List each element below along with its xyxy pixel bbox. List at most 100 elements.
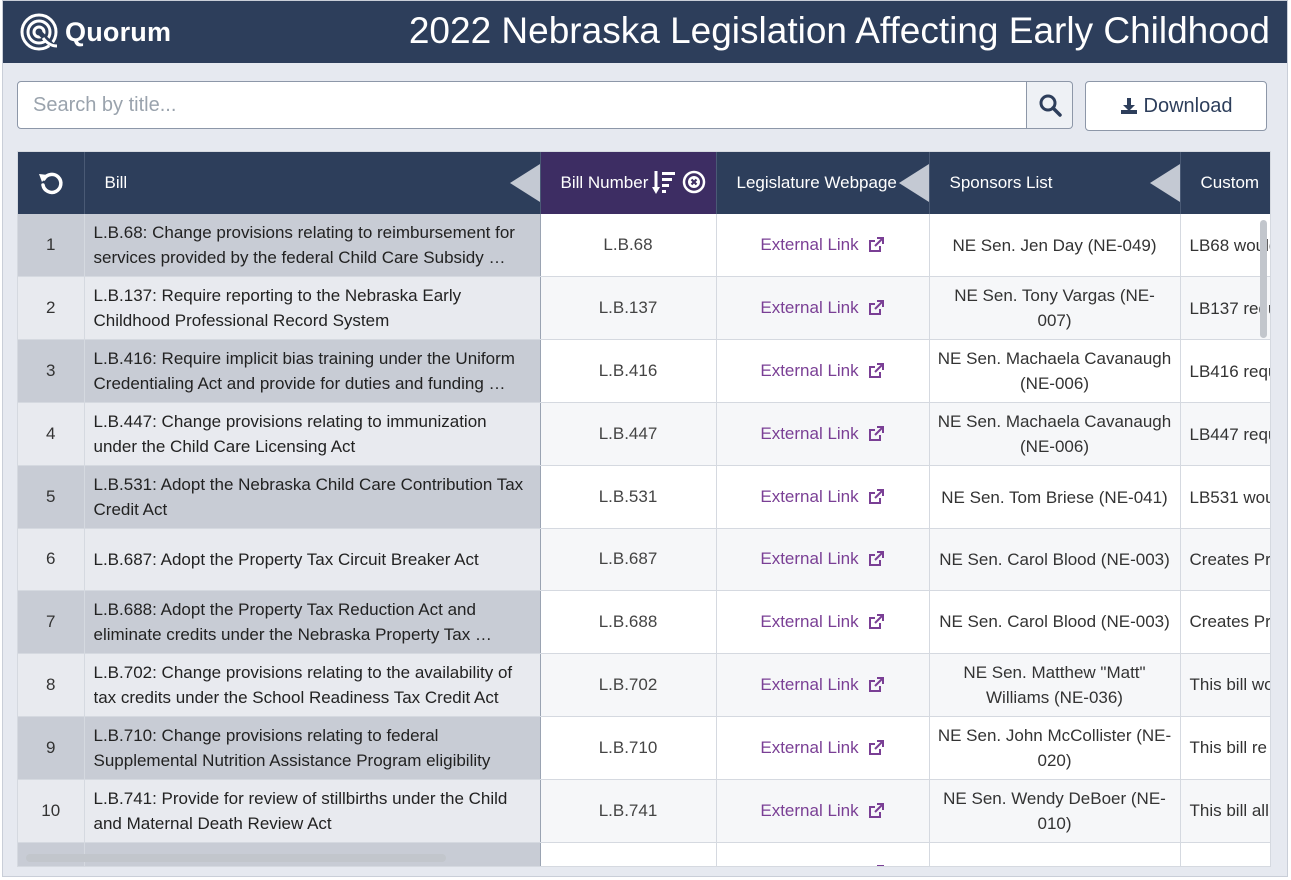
external-link[interactable]: External Link: [760, 549, 884, 569]
bill-title-cell[interactable]: L.B.710: Change provisions relating to f…: [84, 716, 541, 780]
custom-summary-cell: This bill all outcomes.: [1180, 779, 1270, 843]
external-link[interactable]: External Link: [760, 298, 884, 318]
bill-title: L.B.68: Change provisions relating to re…: [93, 223, 515, 267]
bill-title-cell[interactable]: L.B.416: Require implicit bias training …: [84, 339, 541, 403]
search-button[interactable]: [1027, 81, 1073, 129]
download-button[interactable]: Download: [1085, 81, 1267, 131]
horizontal-scrollbar[interactable]: [26, 854, 446, 862]
column-header-sponsors-list[interactable]: Sponsors List: [929, 152, 1181, 214]
column-label-sponsors-list: Sponsors List: [949, 173, 1053, 192]
row-index: 3: [18, 339, 85, 403]
table-row[interactable]: 1 L.B.68: Change provisions relating to r…: [18, 214, 1270, 277]
bill-title-cell[interactable]: L.B.687: Adopt the Property Tax Circuit …: [84, 528, 541, 591]
sort-controls: [651, 169, 706, 195]
legislature-webpage-cell: External Link: [716, 276, 930, 340]
row-index: 4: [18, 402, 85, 466]
bill-title: L.B.702: Change provisions relating to t…: [93, 662, 513, 707]
external-link-icon: [868, 676, 884, 692]
custom-summary-cell: This bill in: [1180, 842, 1270, 866]
external-link[interactable]: External Link: [760, 612, 884, 632]
bill-number-cell: L.B.710: [540, 716, 717, 780]
external-link[interactable]: External Link: [760, 675, 884, 695]
column-label-bill-number: Bill Number: [560, 173, 649, 192]
sponsor-cell: NE Sen. Matthew "Matt" Williams (NE-036): [929, 653, 1181, 717]
sponsor-cell: NE Sen. Tony Vargas (NE-007): [929, 276, 1181, 340]
download-icon: [1120, 98, 1137, 114]
sponsor-cell: NE Sen. Wendy DeBoer (NE-010): [929, 779, 1181, 843]
table-body: 1 L.B.68: Change provisions relating to r…: [18, 214, 1270, 866]
external-link[interactable]: External Link: [760, 738, 884, 758]
legislature-webpage-cell: External Link: [716, 528, 930, 591]
external-link[interactable]: External Link: [760, 487, 884, 507]
external-link[interactable]: External Link: [760, 863, 884, 866]
external-link-icon: [868, 237, 884, 252]
bill-title: L.B.688: Adopt the Property Tax Reductio…: [93, 599, 492, 644]
sponsor-cell: NE Sen. Machaela Cavanaugh (NE-006): [929, 339, 1181, 403]
bill-title-cell[interactable]: L.B.688: Adopt the Property Tax Reductio…: [84, 590, 541, 654]
bill-title-cell[interactable]: L.B.137: Require reporting to the Nebras…: [84, 276, 541, 340]
sponsor-cell: NE Sen. Jen Day (NE-049): [929, 214, 1181, 277]
logo-text: Quorum: [65, 16, 172, 47]
table-row[interactable]: 10 L.B.741: Provide for review of stillbi…: [18, 779, 1270, 843]
external-link-icon: [868, 489, 884, 504]
sponsor-cell: NE Sen. Carol Blood (NE-003): [929, 528, 1181, 591]
external-link-icon: [868, 426, 884, 441]
table-row[interactable]: 9 L.B.710: Change provisions relating to …: [18, 716, 1270, 780]
bill-title: L.B.447: Change provisions relating to i…: [93, 412, 487, 456]
bill-number-cell: L.B.531: [540, 465, 717, 529]
bill-title: L.B.710: Change provisions relating to f…: [93, 725, 491, 770]
table-row[interactable]: 2 L.B.137: Require reporting to the Nebra…: [18, 276, 1270, 340]
sponsor-cell: NE Sen. John McCollister (NE-020): [929, 716, 1181, 780]
bill-number-cell: L.B.447: [540, 402, 717, 466]
column-header-custom[interactable]: Custom: [1180, 152, 1270, 214]
column-header-legislature-webpage[interactable]: Legislature Webpage: [716, 152, 930, 214]
external-link[interactable]: External Link: [760, 424, 884, 444]
reset-sort-button[interactable]: [18, 152, 85, 214]
column-resize-handle[interactable]: [898, 164, 928, 202]
custom-summary-cell: This bill re: [1180, 716, 1270, 780]
quorum-logo[interactable]: Quorum: [19, 12, 171, 52]
column-resize-handle[interactable]: [1149, 164, 1179, 202]
bill-title-cell[interactable]: L.B.531: Adopt the Nebraska Child Care C…: [84, 465, 541, 529]
table-row[interactable]: 3 L.B.416: Require implicit bias training…: [18, 339, 1270, 403]
search-input[interactable]: [17, 81, 1027, 129]
bill-title-cell[interactable]: L.B.447: Change provisions relating to i…: [84, 402, 541, 466]
bills-table-container: Bill Bill Number: [17, 151, 1271, 867]
legislature-webpage-cell: External Link: [716, 339, 930, 403]
table-row[interactable]: 8 L.B.702: Change provisions relating to …: [18, 653, 1270, 717]
legislature-webpage-cell: External Link: [716, 653, 930, 717]
external-link[interactable]: External Link: [760, 801, 884, 821]
bill-title-cell[interactable]: L.B.702: Change provisions relating to t…: [84, 653, 541, 717]
bill-title-cell[interactable]: L.B.741: Provide for review of stillbirt…: [84, 779, 541, 843]
sort-descending-icon[interactable]: [651, 169, 676, 195]
column-label-bill: Bill: [104, 173, 128, 192]
table-row[interactable]: 6 L.B.687: Adopt the Property Tax Circuit…: [18, 528, 1270, 591]
table-row[interactable]: 7 L.B.688: Adopt the Property Tax Reducti…: [18, 590, 1270, 654]
external-link-label: External Link: [760, 424, 859, 443]
table-row[interactable]: 4 L.B.447: Change provisions relating to …: [18, 402, 1270, 466]
external-link-icon: [868, 739, 884, 755]
bill-title: L.B.687: Adopt the Property Tax Circuit …: [93, 549, 479, 569]
external-link-icon: [876, 864, 884, 866]
custom-summary-cell: LB68 would enrollment: [1180, 214, 1270, 277]
vertical-scrollbar[interactable]: [1260, 220, 1267, 338]
bill-number-cell: L.B.688: [540, 590, 717, 654]
external-link[interactable]: External Link: [760, 235, 884, 255]
column-resize-handle[interactable]: [509, 164, 539, 202]
bill-title-cell[interactable]: L.B.68: Change provisions relating to re…: [84, 214, 541, 277]
column-header-bill-number[interactable]: Bill Number: [540, 152, 717, 214]
custom-summary-cell: LB447 requ medical re: [1180, 402, 1270, 466]
table-header-row: Bill Bill Number: [18, 152, 1270, 214]
legislature-webpage-cell: External Link: [716, 214, 930, 277]
external-link[interactable]: External Link: [760, 361, 884, 381]
clear-sort-icon[interactable]: [682, 170, 706, 194]
custom-summary-cell: LB416 requ requires th: [1180, 339, 1270, 403]
bill-title: L.B.137: Require reporting to the Nebras…: [93, 286, 462, 330]
column-header-bill[interactable]: Bill: [84, 152, 541, 214]
bill-number-cell: L.B.741: [540, 779, 717, 843]
external-link-label: External Link: [760, 487, 859, 506]
table-row[interactable]: 5 L.B.531: Adopt the Nebraska Child Care …: [18, 465, 1270, 529]
external-link-label: External Link: [760, 361, 859, 380]
row-index: 1: [18, 214, 85, 277]
